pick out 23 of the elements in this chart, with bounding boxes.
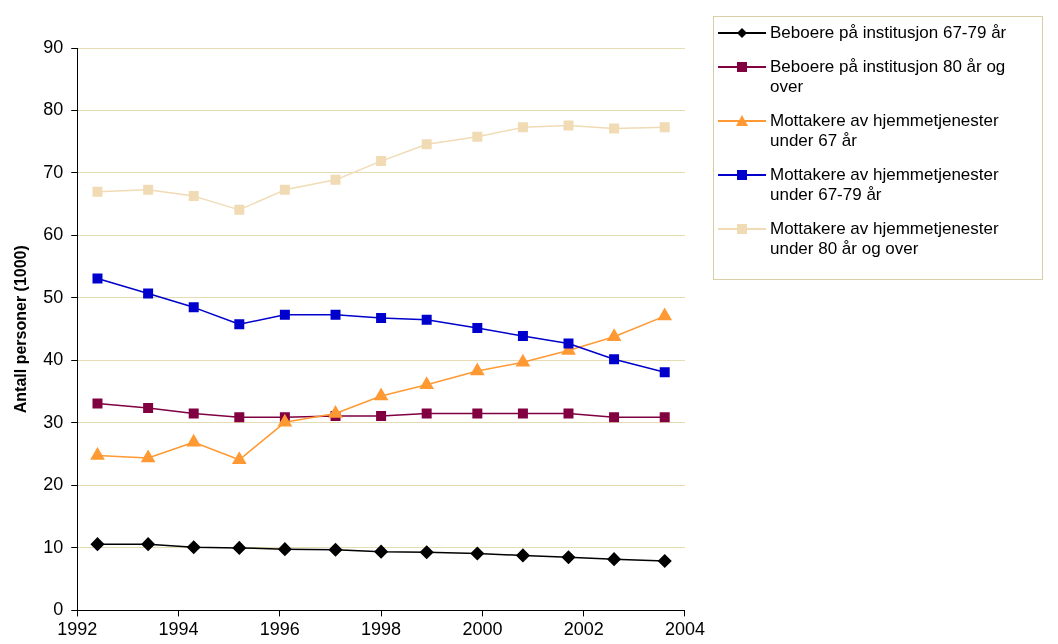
y-axis-title: Antall personer (1000) (12, 245, 30, 414)
y-tick-label: 10 (43, 536, 64, 557)
x-tick-label: 2000 (462, 619, 503, 640)
y-tick-label: 70 (43, 161, 64, 182)
y-tick-label: 40 (43, 349, 64, 370)
legend-label: Beboere på institusjon 80 år og over (770, 57, 1007, 97)
y-tick-label: 80 (43, 99, 64, 120)
legend-label: Mottakere av hjemmetjenester under 80 år og over (770, 219, 1000, 259)
x-tick-label: 1992 (57, 619, 98, 640)
y-tick-label: 0 (53, 599, 64, 620)
y-tick-label: 20 (43, 474, 64, 495)
legend-label: Mottakere av hjemmetjenester under 67-79 år (770, 165, 1000, 205)
legend-label: Mottakere av hjemmetjenester under 67 år (770, 111, 1000, 151)
x-tick-label: 2004 (664, 619, 705, 640)
x-tick-label: 2002 (563, 619, 604, 640)
y-tick-label: 50 (43, 286, 64, 307)
y-tick-label: 30 (43, 411, 64, 432)
legend-label: Beboere på institusjon 67-79 år (770, 23, 1007, 43)
y-tick-label: 90 (43, 36, 64, 57)
y-tick-label: 60 (43, 224, 64, 245)
x-tick-label: 1998 (361, 619, 402, 640)
x-tick-label: 1996 (259, 619, 300, 640)
x-tick-label: 1994 (158, 619, 199, 640)
